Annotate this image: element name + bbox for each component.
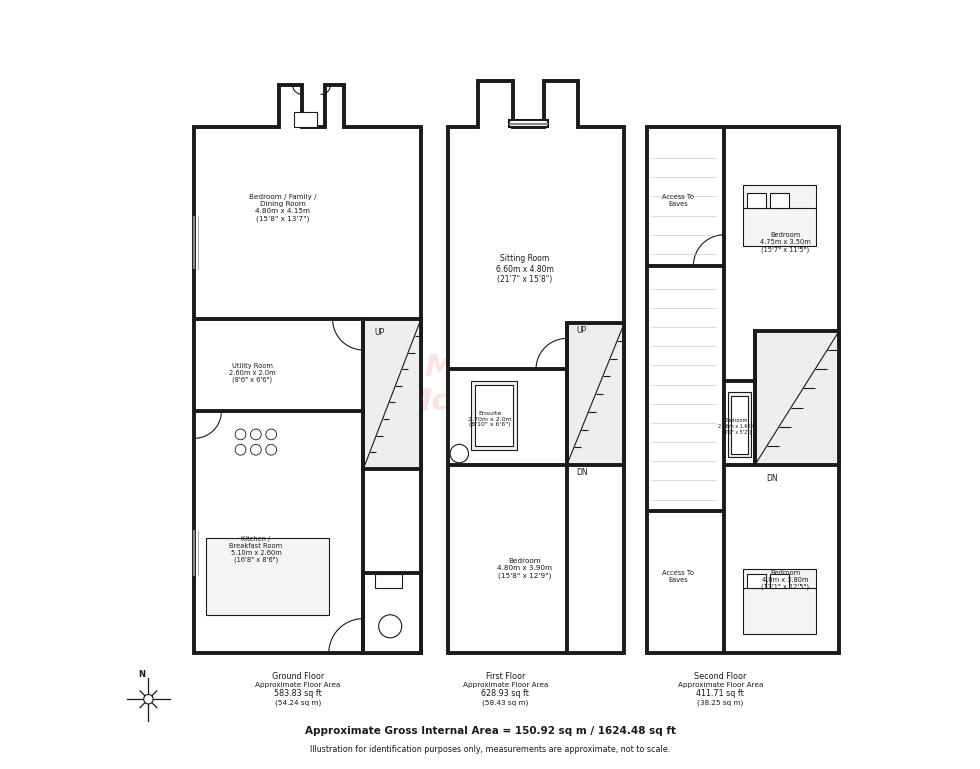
- Text: (58.43 sq m): (58.43 sq m): [482, 699, 528, 705]
- Text: DN: DN: [766, 474, 778, 483]
- Polygon shape: [648, 128, 839, 653]
- Bar: [294, 112, 318, 128]
- Text: Bedroom
4.0m x 3.80m
(13'1" x 12'5"): Bedroom 4.0m x 3.80m (13'1" x 12'5"): [761, 570, 809, 591]
- Bar: [206, 538, 329, 614]
- Text: Approximate Floor Area: Approximate Floor Area: [677, 682, 763, 688]
- Text: ESTATE AGENTS
SINCE 1945: ESTATE AGENTS SINCE 1945: [461, 451, 550, 472]
- Text: (54.24 sq m): (54.24 sq m): [275, 699, 321, 705]
- Text: Bedroom
4.80m x 3.90m
(15'8" x 12'9"): Bedroom 4.80m x 3.90m (15'8" x 12'9"): [497, 558, 552, 579]
- Bar: [755, 331, 839, 465]
- Bar: [364, 319, 421, 469]
- Text: MANSELL
McTAGGART: MANSELL McTAGGART: [402, 353, 609, 416]
- Bar: [728, 392, 751, 458]
- Text: Kitchen /
Breakfast Room
5.10m x 2.60m
(16'8" x 8'6"): Kitchen / Breakfast Room 5.10m x 2.60m (…: [229, 536, 282, 563]
- Polygon shape: [194, 85, 421, 653]
- Text: Bedroom / Family /
Dining Room
4.80m x 4.15m
(15'8" x 13'7"): Bedroom / Family / Dining Room 4.80m x 4…: [249, 195, 317, 221]
- Text: (38.25 sq m): (38.25 sq m): [697, 699, 744, 705]
- Text: Approximate Floor Area: Approximate Floor Area: [256, 682, 341, 688]
- Text: Ensuite
2.70m x 2.0m
(8'10" x 6'6"): Ensuite 2.70m x 2.0m (8'10" x 6'6"): [468, 411, 512, 428]
- Text: DN: DN: [576, 468, 588, 478]
- Bar: [364, 573, 421, 653]
- Text: Utility Room
2.60m x 2.0m
(8'6" x 6'6"): Utility Room 2.60m x 2.0m (8'6" x 6'6"): [228, 363, 275, 383]
- Text: Bedroom
4.75m x 3.50m
(15'7" x 11'5"): Bedroom 4.75m x 3.50m (15'7" x 11'5"): [760, 232, 810, 253]
- Text: 411.71 sq ft: 411.71 sq ft: [697, 689, 744, 698]
- Text: Access To
Eaves: Access To Eaves: [662, 194, 694, 207]
- Text: Bedroom
2.46m x 1.60m
(8'0" x 5'2"): Bedroom 2.46m x 1.60m (8'0" x 5'2"): [718, 418, 756, 435]
- Bar: [743, 569, 816, 634]
- Bar: [743, 185, 816, 246]
- Circle shape: [144, 694, 153, 704]
- Bar: [566, 323, 624, 465]
- Bar: [731, 396, 748, 454]
- Text: UP: UP: [576, 326, 586, 335]
- Bar: [510, 120, 548, 128]
- Text: Sitting Room
6.60m x 4.80m
(21'7" x 15'8"): Sitting Room 6.60m x 4.80m (21'7" x 15'8…: [496, 255, 554, 285]
- Text: UP: UP: [375, 328, 385, 337]
- Bar: [747, 192, 766, 208]
- Text: Second Floor: Second Floor: [694, 671, 747, 681]
- Polygon shape: [448, 82, 624, 653]
- Circle shape: [450, 444, 468, 463]
- Bar: [375, 574, 402, 588]
- Bar: [770, 574, 789, 588]
- Text: Access To
Eaves: Access To Eaves: [662, 570, 694, 583]
- Bar: [470, 381, 516, 450]
- Bar: [474, 384, 513, 446]
- Text: 583.83 sq ft: 583.83 sq ft: [274, 689, 322, 698]
- Text: First Floor: First Floor: [486, 671, 525, 681]
- Text: N: N: [138, 670, 145, 679]
- Bar: [747, 574, 766, 588]
- Bar: [770, 192, 789, 208]
- Text: 628.93 sq ft: 628.93 sq ft: [481, 689, 529, 698]
- Text: Ground Floor: Ground Floor: [272, 671, 324, 681]
- Text: Approximate Gross Internal Area = 150.92 sq m / 1624.48 sq ft: Approximate Gross Internal Area = 150.92…: [305, 727, 675, 737]
- Circle shape: [378, 614, 402, 638]
- Text: Illustration for identification purposes only, measurements are approximate, not: Illustration for identification purposes…: [310, 744, 670, 754]
- Text: Approximate Floor Area: Approximate Floor Area: [463, 682, 548, 688]
